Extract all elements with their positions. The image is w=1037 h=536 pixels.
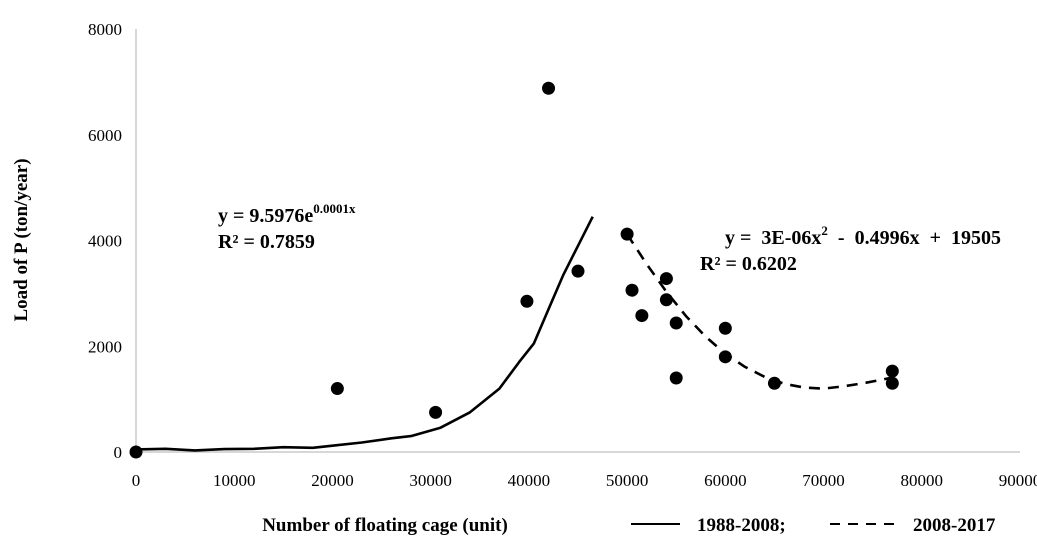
x-tick-label: 10000 (213, 471, 256, 490)
y-tick-label: 0 (114, 443, 123, 462)
data-point (669, 316, 683, 330)
data-point (718, 321, 732, 335)
data-point (718, 350, 732, 364)
trendline-2008-2017 (626, 233, 893, 390)
y-tick-label: 2000 (88, 337, 122, 356)
data-point (885, 376, 899, 390)
data-points (129, 81, 899, 459)
trendlines (135, 216, 893, 452)
data-point (767, 376, 781, 390)
trendline-1-equation-exponent: 0.0001x (313, 201, 356, 216)
x-tick-label: 40000 (508, 471, 551, 490)
data-point (669, 371, 683, 385)
trendline-2-equation-base: y = 3E-06x (725, 227, 821, 249)
data-point (330, 382, 344, 396)
y-axis-title: Load of P (ton/year) (11, 158, 32, 321)
data-point (520, 294, 534, 308)
x-tick-label: 50000 (606, 471, 649, 490)
x-tick-label: 70000 (802, 471, 845, 490)
data-point (620, 227, 634, 241)
x-tick-label: 90000 (999, 471, 1037, 490)
y-tick-label: 4000 (88, 232, 122, 251)
x-tick-labels: 0 10000 20000 30000 40000 50000 60000 70000 8000… (132, 471, 1037, 490)
trendline-1988-2008 (135, 216, 594, 452)
trendline-2-equation: y = 3E-06x2 - 0.4996x + 19505 (700, 223, 1016, 249)
x-axis-title: Number of floating cage (unit) (262, 515, 508, 536)
trendline-2-equation-rest: - 0.4996x + 19505 (828, 227, 1001, 249)
data-point (571, 264, 585, 278)
y-tick-label: 6000 (88, 126, 122, 145)
x-tick-label: 30000 (409, 471, 452, 490)
axes (135, 29, 1020, 453)
trendline-1-r2: R² = 0.7859 (218, 231, 315, 253)
data-point (659, 293, 673, 307)
x-tick-label: 60000 (704, 471, 747, 490)
trendline-2-r2: R² = 0.6202 (700, 253, 797, 275)
data-point (659, 272, 673, 286)
data-point (635, 309, 649, 323)
trendline-2-equation-exponent: 2 (821, 223, 828, 238)
legend-label-1988-2008: 1988-2008; (697, 515, 786, 536)
data-point (129, 445, 143, 459)
y-tick-labels: 0 2000 4000 6000 8000 (88, 20, 122, 462)
x-tick-label: 20000 (311, 471, 354, 490)
trendline-1-equation-base: y = 9.5976e (218, 205, 313, 227)
y-tick-label: 8000 (88, 20, 122, 39)
legend: 1988-2008; 2008-2017 (631, 515, 996, 536)
x-tick-label: 80000 (901, 471, 944, 490)
data-point (429, 405, 443, 419)
data-point (885, 364, 899, 378)
data-point (542, 81, 556, 95)
legend-label-2008-2017: 2008-2017 (913, 515, 996, 536)
x-tick-label: 0 (132, 471, 141, 490)
data-point (625, 283, 639, 297)
trendline-1-equation: y = 9.5976e0.0001x (218, 201, 356, 227)
